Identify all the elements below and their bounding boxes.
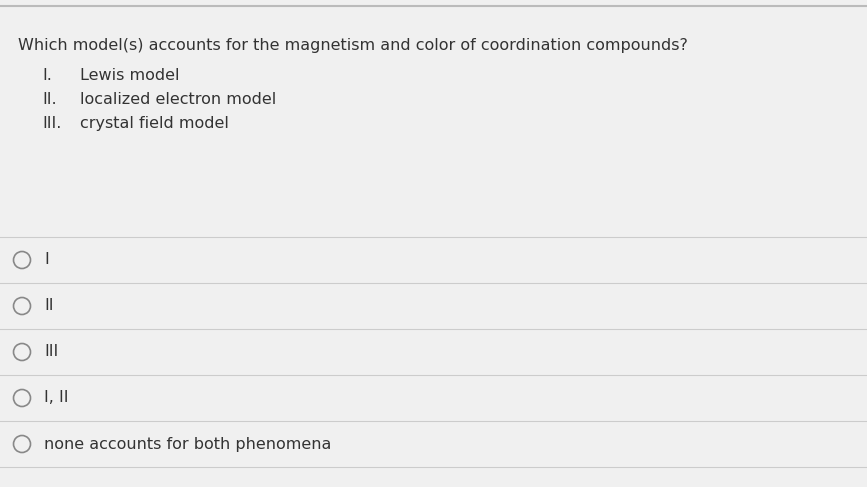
- Text: none accounts for both phenomena: none accounts for both phenomena: [44, 436, 331, 451]
- Text: crystal field model: crystal field model: [80, 116, 229, 131]
- Text: III.: III.: [42, 116, 62, 131]
- Text: Lewis model: Lewis model: [80, 68, 179, 83]
- Text: II: II: [44, 299, 54, 314]
- Text: localized electron model: localized electron model: [80, 92, 277, 107]
- Text: I: I: [44, 252, 49, 267]
- Text: I, II: I, II: [44, 391, 68, 406]
- Text: Which model(s) accounts for the magnetism and color of coordination compounds?: Which model(s) accounts for the magnetis…: [18, 38, 688, 53]
- Text: III: III: [44, 344, 58, 359]
- Text: I.: I.: [42, 68, 52, 83]
- Text: II.: II.: [42, 92, 56, 107]
